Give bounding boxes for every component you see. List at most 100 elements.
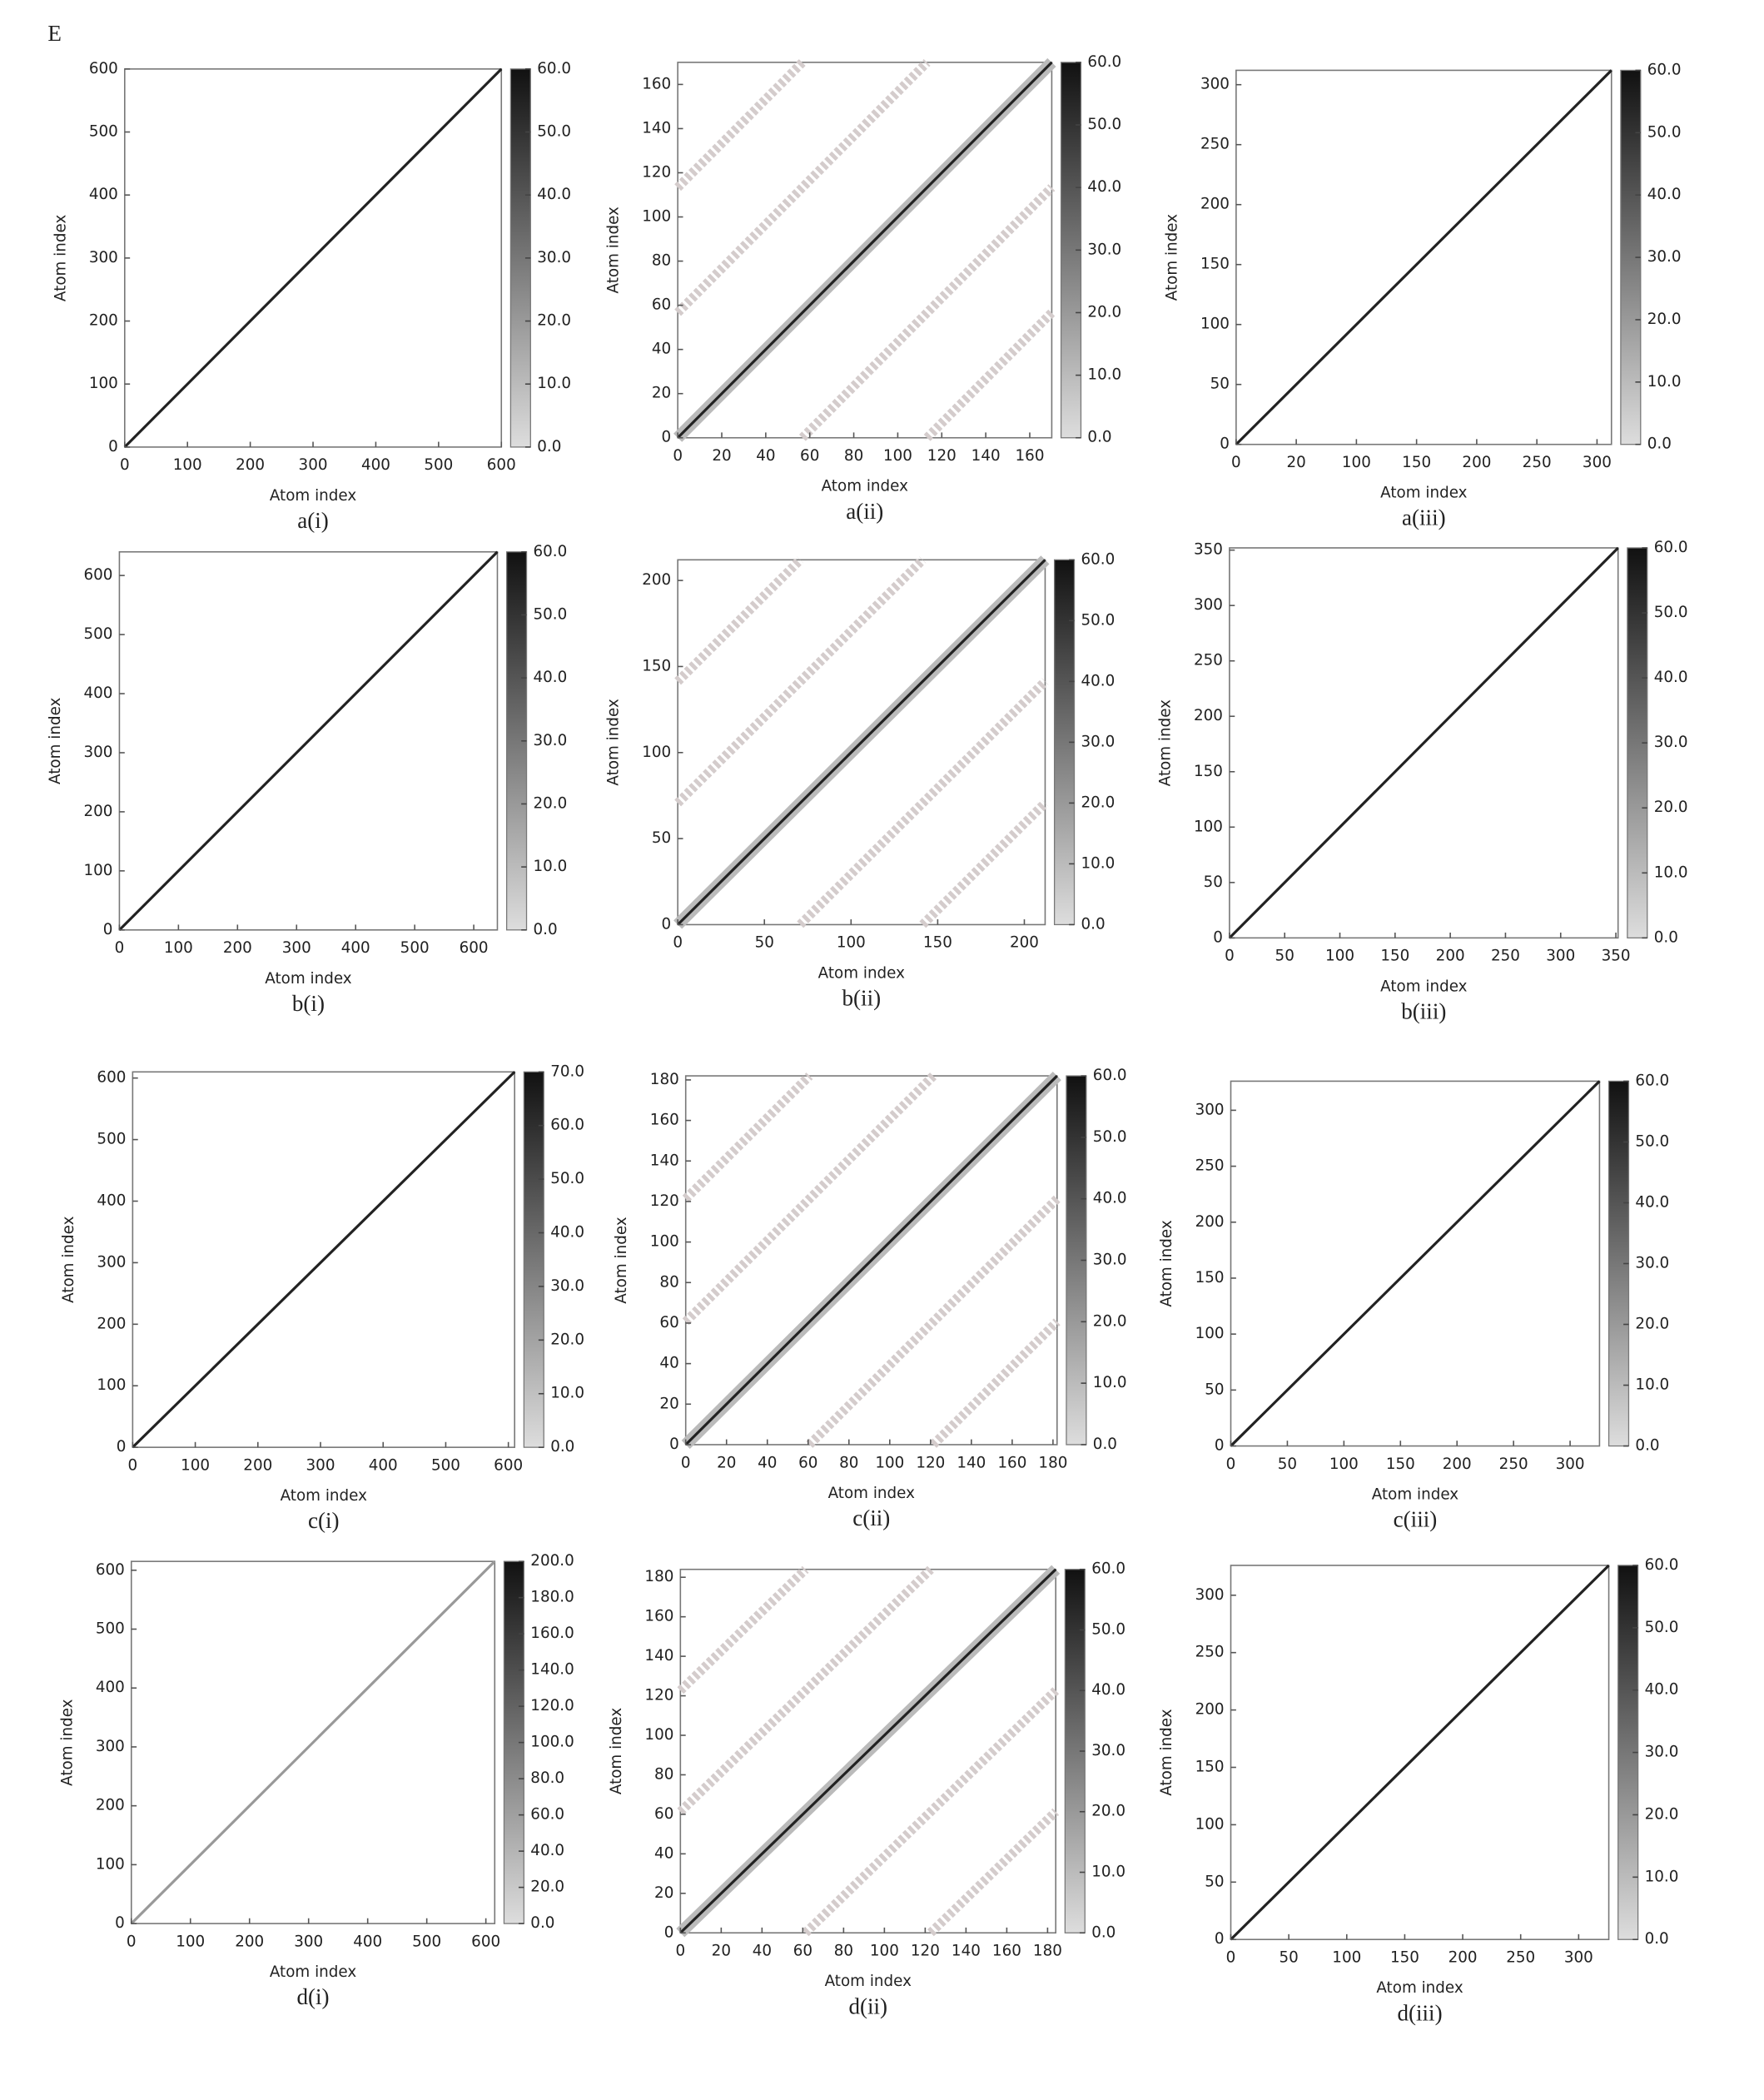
x-tick-label: 160 [1016,447,1045,465]
colorbar-tick-label: 200.0 [530,1552,574,1570]
x-tick-label: 200 [236,456,265,474]
y-axis-label: Atom index [1158,1220,1175,1307]
y-tick-label: 100 [97,1376,126,1394]
x-tick-label: 120 [911,1943,940,1960]
y-tick-label: 200 [96,1797,125,1814]
diagonal [130,1560,496,1925]
y-tick-label: 50 [1210,376,1230,393]
contact-band [923,309,1056,441]
y-tick-label: 600 [97,1069,126,1087]
y-tick-label: 50 [652,829,671,847]
diagonal [118,550,499,931]
y-tick-label: 50 [1205,1873,1224,1890]
y-tick-label: 60 [654,1805,673,1823]
panel-caption: b(i) [292,991,325,1016]
y-tick-label: 50 [1204,873,1223,891]
x-tick-label: 100 [181,1456,210,1474]
x-tick-label: 250 [1523,454,1552,471]
y-tick-label: 100 [96,1855,125,1873]
y-tick-label: 60 [652,296,671,314]
colorbar-tick-label: 10.0 [1647,373,1682,391]
y-tick-label: 160 [642,75,671,92]
contact-band [674,556,927,807]
colorbar-tick-label: 40.0 [1647,186,1682,203]
x-tick-label: 120 [916,1454,945,1471]
y-tick-label: 600 [84,566,113,584]
y-tick-label: 500 [84,625,113,643]
contact-band [919,799,1049,928]
y-tick-label: 200 [642,571,671,589]
colorbar-tick-label: 30.0 [1087,241,1121,258]
x-tick-label: 20 [712,447,731,465]
y-tick-label: 150 [1195,1759,1225,1776]
y-axis-label: Atom index [613,1217,630,1304]
x-tick-label: 0 [120,456,130,474]
x-tick-label: 60 [793,1943,812,1960]
x-tick-label: 0 [676,1943,686,1960]
x-tick-label: 100 [1342,454,1371,471]
x-tick-label: 80 [834,1943,853,1960]
colorbar-tick-label: 50.0 [1087,116,1121,133]
y-tick-label: 250 [1200,136,1230,153]
x-tick-label: 150 [1380,948,1409,965]
y-tick-label: 400 [89,186,118,203]
x-tick-label: 140 [971,447,1001,465]
colorbar-tick-label: 0.0 [1081,915,1105,933]
y-tick-label: 300 [1194,596,1223,614]
colorbar-tick-label: 10.0 [550,1385,584,1402]
y-tick-label: 200 [1195,1213,1225,1231]
colorbar-tick-label: 0.0 [1647,435,1672,453]
x-tick-label: 50 [1278,1456,1297,1473]
x-tick-label: 300 [1564,1949,1593,1967]
x-tick-label: 150 [1390,1949,1419,1967]
colorbar-tick-label: 50.0 [1635,1132,1669,1150]
colorbar-tick-label: 40.0 [537,186,571,203]
contact-band [798,184,1056,441]
colorbar-tick-label: 50.0 [1093,1128,1127,1146]
x-axis-label: Atom index [1372,1486,1459,1504]
x-tick-label: 600 [487,456,516,474]
y-tick-label: 600 [89,60,118,77]
x-tick-label: 0 [128,1456,138,1474]
y-tick-label: 20 [652,385,671,402]
colorbar-tick-label: 40.0 [530,1842,564,1859]
colorbar-tick-label: 50.0 [1091,1620,1125,1638]
y-tick-label: 120 [644,1687,673,1704]
x-tick-label: 80 [844,447,863,465]
x-tick-label: 40 [758,1454,777,1471]
colorbar-tick-label: 50.0 [533,605,567,623]
y-tick-label: 100 [84,862,113,879]
x-tick-label: 40 [756,447,775,465]
x-tick-label: 100 [1325,948,1354,965]
colorbar-tick-label: 10.0 [1093,1374,1127,1391]
colorbar-tick-label: 40.0 [1654,669,1688,686]
colorbar-tick-label: 30.0 [1654,734,1688,751]
colorbar-tick-label: 20.0 [1087,303,1121,321]
x-tick-label: 50 [1279,1949,1298,1967]
y-tick-label: 100 [1195,1325,1225,1342]
y-tick-label: 250 [1195,1157,1225,1175]
y-tick-label: 300 [97,1253,126,1271]
y-tick-label: 20 [654,1884,673,1902]
x-tick-label: 100 [883,447,912,465]
colorbar-tick-label: 10.0 [533,858,567,875]
colorbar-tick-label: 30.0 [533,732,567,749]
panel-caption: b(ii) [842,985,881,1010]
y-tick-label: 20 [659,1395,678,1412]
colorbar-tick-label: 50.0 [1647,123,1682,141]
x-tick-label: 400 [341,939,370,957]
y-tick-label: 0 [1213,928,1223,946]
colorbar-tick-label: 10.0 [1091,1864,1125,1881]
colorbar-tick-label: 0.0 [533,921,557,938]
colorbar-tick-label: 40.0 [1091,1681,1125,1699]
x-tick-label: 600 [494,1456,523,1474]
contact-band [677,1565,809,1694]
x-tick-label: 250 [1491,948,1520,965]
colorbar-tick-label: 60.0 [537,60,571,77]
y-tick-label: 250 [1195,1644,1225,1661]
colorbar-tick-label: 40.0 [550,1224,584,1242]
x-tick-label: 100 [164,939,193,957]
x-tick-label: 100 [173,456,202,474]
x-tick-label: 0 [115,939,125,957]
